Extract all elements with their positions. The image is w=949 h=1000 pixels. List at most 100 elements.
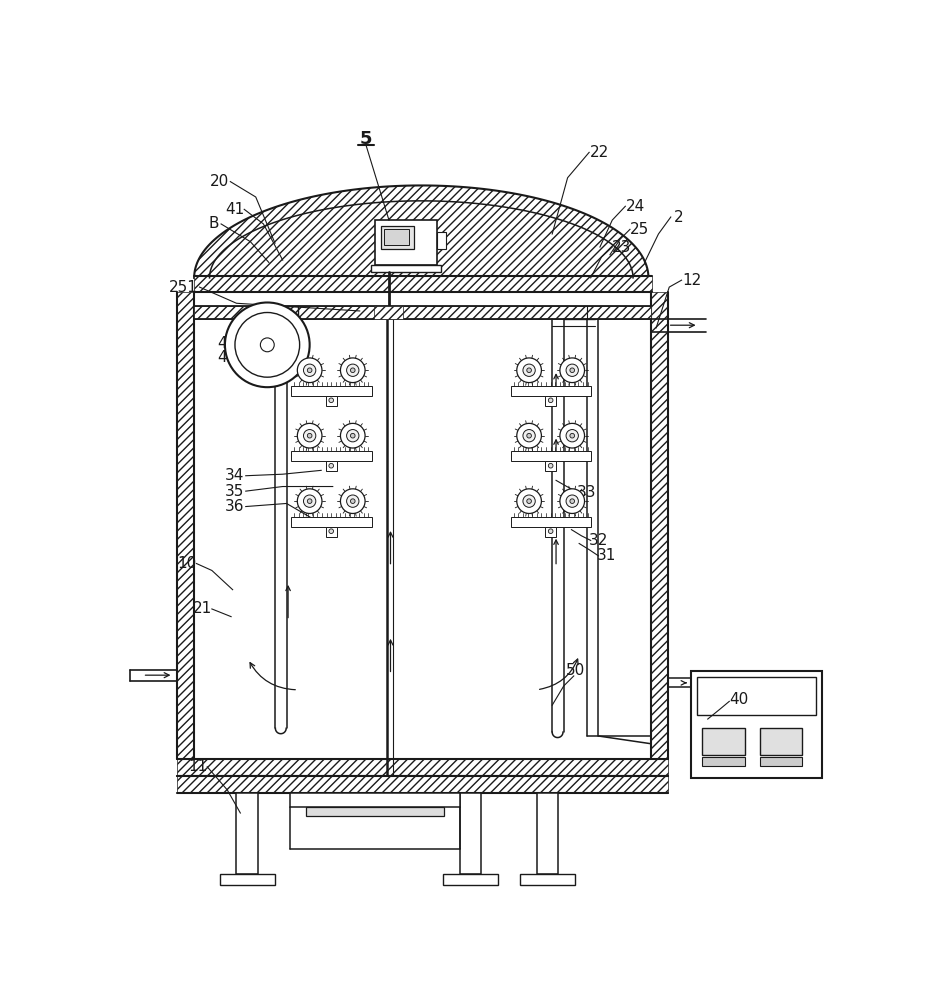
Bar: [511, 386, 591, 396]
Bar: [537, 793, 558, 874]
Text: 11: 11: [188, 759, 208, 774]
Text: B: B: [208, 216, 218, 231]
Circle shape: [517, 423, 542, 448]
Text: 24: 24: [625, 199, 645, 214]
Text: 21: 21: [193, 601, 213, 616]
Circle shape: [350, 499, 355, 503]
Text: 20: 20: [210, 174, 229, 189]
Circle shape: [297, 358, 322, 383]
Bar: [291, 386, 372, 396]
Text: 5: 5: [360, 130, 372, 148]
Circle shape: [560, 489, 585, 513]
Bar: [326, 461, 337, 471]
Circle shape: [329, 463, 333, 468]
Circle shape: [570, 433, 574, 438]
Text: 41: 41: [217, 336, 237, 351]
Text: 32: 32: [588, 533, 608, 548]
Circle shape: [341, 358, 365, 383]
Text: 34: 34: [225, 468, 245, 483]
Bar: [326, 527, 337, 537]
Circle shape: [346, 430, 359, 442]
Bar: [306, 807, 444, 816]
Circle shape: [304, 495, 316, 507]
Bar: [546, 527, 556, 537]
Circle shape: [517, 489, 542, 513]
Bar: [460, 793, 481, 874]
Circle shape: [307, 433, 312, 438]
Circle shape: [566, 430, 578, 442]
Circle shape: [297, 489, 322, 513]
Circle shape: [527, 433, 531, 438]
Bar: [374, 306, 402, 319]
Circle shape: [341, 423, 365, 448]
Text: 50: 50: [566, 663, 585, 678]
Circle shape: [350, 433, 355, 438]
Circle shape: [307, 368, 312, 373]
Text: 42: 42: [217, 350, 237, 365]
Circle shape: [523, 364, 535, 376]
Circle shape: [260, 338, 274, 352]
Bar: [291, 517, 372, 527]
Circle shape: [549, 463, 553, 468]
Text: 25: 25: [630, 222, 650, 237]
Circle shape: [350, 368, 355, 373]
Bar: [177, 776, 668, 793]
Text: 23: 23: [612, 240, 631, 255]
Bar: [760, 728, 803, 755]
Circle shape: [570, 368, 574, 373]
Text: 31: 31: [596, 548, 616, 563]
Circle shape: [566, 364, 578, 376]
Bar: [195, 306, 651, 319]
Circle shape: [517, 358, 542, 383]
Circle shape: [549, 398, 553, 403]
Bar: [326, 396, 337, 406]
Circle shape: [341, 489, 365, 513]
Bar: [177, 292, 195, 759]
Bar: [195, 276, 652, 292]
Circle shape: [566, 495, 578, 507]
Circle shape: [346, 364, 359, 376]
Bar: [702, 728, 745, 755]
Bar: [520, 874, 575, 885]
Text: 36: 36: [225, 499, 245, 514]
Circle shape: [527, 499, 531, 503]
Circle shape: [235, 312, 300, 377]
Text: 2: 2: [674, 210, 683, 225]
Circle shape: [523, 495, 535, 507]
Bar: [697, 677, 815, 715]
Bar: [371, 265, 440, 272]
Circle shape: [346, 495, 359, 507]
Text: 22: 22: [590, 145, 609, 160]
Polygon shape: [195, 185, 648, 278]
Bar: [219, 874, 275, 885]
Bar: [177, 759, 668, 776]
Circle shape: [560, 358, 585, 383]
Bar: [511, 517, 591, 527]
Bar: [443, 874, 498, 885]
Circle shape: [304, 430, 316, 442]
Text: 251: 251: [169, 280, 198, 295]
Circle shape: [329, 529, 333, 533]
Bar: [375, 220, 437, 265]
Bar: [651, 292, 668, 759]
Circle shape: [307, 499, 312, 503]
Circle shape: [527, 368, 531, 373]
Bar: [290, 793, 460, 807]
Circle shape: [523, 430, 535, 442]
Text: 33: 33: [576, 485, 596, 500]
Bar: [384, 229, 409, 245]
Text: 10: 10: [177, 556, 196, 571]
Bar: [291, 451, 372, 461]
Text: 41: 41: [225, 202, 245, 217]
Bar: [381, 226, 414, 249]
Circle shape: [297, 423, 322, 448]
Bar: [511, 451, 591, 461]
Bar: [702, 757, 745, 766]
Circle shape: [560, 423, 585, 448]
Bar: [546, 461, 556, 471]
Bar: [236, 793, 258, 874]
Bar: [760, 757, 803, 766]
Bar: [691, 671, 822, 778]
Bar: [546, 396, 556, 406]
Circle shape: [304, 364, 316, 376]
